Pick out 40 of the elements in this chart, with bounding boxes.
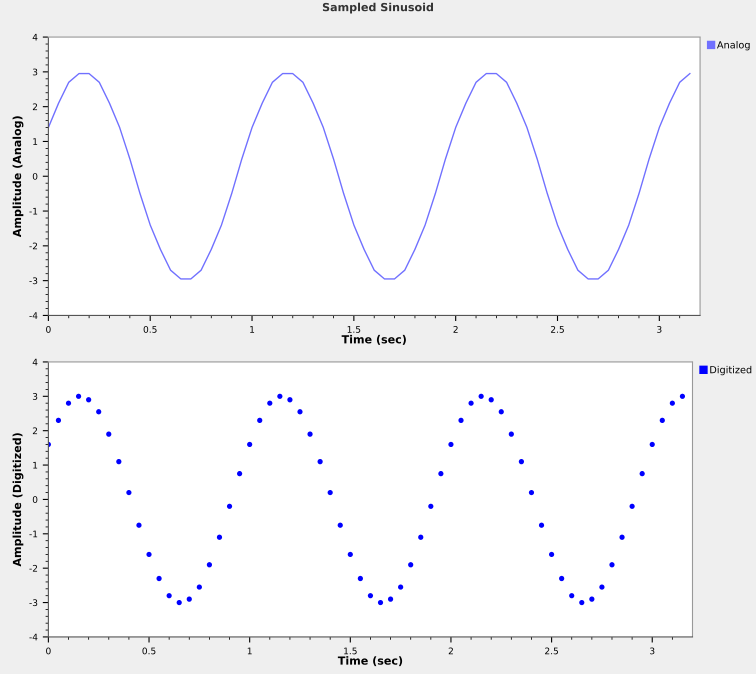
x-tick-label: 0 [46, 326, 51, 333]
x-tick-label: 2.5 [550, 326, 564, 333]
x-tick-label: 2 [448, 648, 453, 654]
y-tick-label: 4 [32, 34, 38, 40]
y-tick-label: -4 [29, 634, 38, 640]
y-tick-label: 3 [32, 68, 38, 76]
y-tick-label: -2 [29, 564, 38, 572]
legend-label: Analog [717, 40, 750, 50]
y-tick-label: 3 [32, 393, 38, 400]
y-tick-label: 4 [32, 358, 38, 366]
y-tick-label: 1 [33, 462, 38, 468]
x-tick-label: 0.5 [144, 326, 157, 333]
x-tick-label: 0 [46, 648, 51, 654]
x-tick-label: 1.5 [344, 648, 357, 654]
y-tick-label: 2 [32, 427, 38, 434]
y-tick-label: -2 [29, 242, 38, 250]
x-tick-label: 2 [453, 326, 458, 333]
x-tick-label: 2.5 [545, 648, 558, 654]
y-tick-label: -1 [29, 530, 38, 538]
legend-label: Digitized [710, 366, 752, 376]
y-tick-label: 2 [32, 103, 38, 110]
x-axis-title: Time (sec) [338, 656, 402, 666]
chart-title: Sampled Sinusoid [322, 2, 433, 14]
x-tick-label: 3 [657, 326, 662, 333]
x-axis-title: Time (sec) [342, 334, 406, 345]
y-tick-label: 0 [32, 496, 38, 503]
y-tick-label: 1 [33, 138, 38, 145]
y-tick-label: 0 [32, 172, 38, 180]
x-tick-label: 1.5 [348, 326, 360, 333]
x-tick-label: 3 [650, 648, 654, 654]
y-tick-label: -4 [29, 312, 38, 319]
y-axis-title: Amplitude (Analog) [12, 116, 24, 238]
y-axis-title: Amplitude (Digitized) [12, 433, 24, 567]
x-tick-label: 1 [248, 648, 252, 654]
x-tick-label: 0.5 [142, 648, 156, 654]
line-series [48, 72, 691, 280]
x-tick-label: 1 [250, 326, 254, 333]
y-tick-label: -3 [29, 277, 38, 284]
y-tick-label: -1 [29, 208, 38, 214]
y-tick-label: -3 [29, 599, 38, 606]
